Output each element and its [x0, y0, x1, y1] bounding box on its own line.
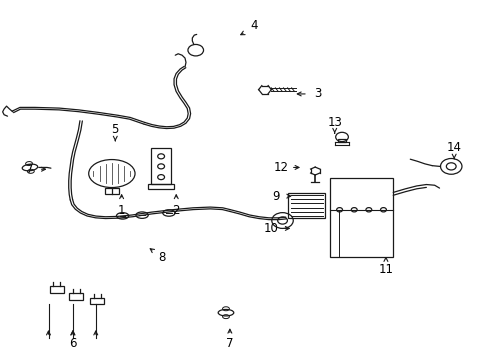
- Text: 8: 8: [158, 251, 165, 264]
- Bar: [104, 188, 119, 194]
- Text: 7: 7: [225, 337, 233, 350]
- Text: 6: 6: [69, 337, 77, 350]
- Text: 13: 13: [326, 116, 342, 129]
- Text: 9: 9: [272, 190, 279, 203]
- Text: 11: 11: [378, 263, 393, 276]
- Text: 3: 3: [313, 87, 321, 100]
- Text: 1: 1: [118, 204, 125, 217]
- Bar: [50, 286, 63, 293]
- Text: 7: 7: [26, 163, 34, 176]
- Bar: [90, 298, 104, 305]
- Text: 5: 5: [111, 123, 119, 136]
- Text: 10: 10: [264, 222, 278, 235]
- Bar: [329, 178, 392, 257]
- Bar: [69, 293, 83, 300]
- Bar: [337, 139, 345, 142]
- Text: 12: 12: [273, 161, 288, 174]
- Text: 4: 4: [250, 19, 258, 32]
- Text: 14: 14: [446, 141, 461, 154]
- Bar: [288, 193, 325, 219]
- Bar: [151, 148, 171, 184]
- Text: 2: 2: [172, 204, 180, 217]
- Bar: [148, 184, 174, 189]
